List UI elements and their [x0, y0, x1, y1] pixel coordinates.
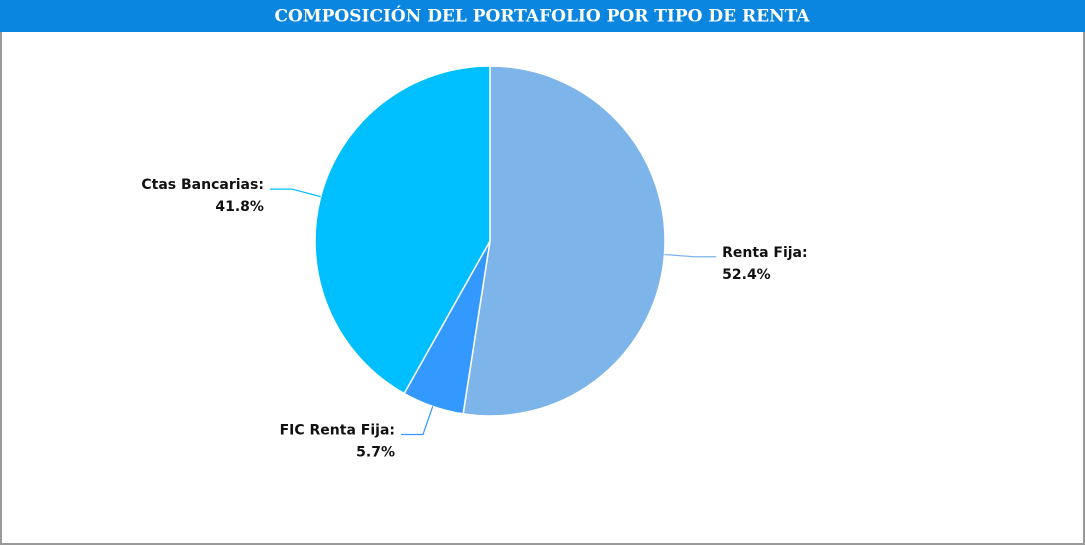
pie-slice: [314, 65, 491, 395]
leader-line: [664, 253, 717, 258]
pie-slice: [462, 65, 666, 417]
chart-title: COMPOSICIÓN DEL PORTAFOLIO POR TIPO DE R…: [274, 6, 810, 27]
leader-line: [401, 406, 434, 436]
slice-value-label: 41.8%: [215, 199, 264, 215]
slice-label: Renta Fija:: [722, 245, 807, 261]
slice-value-label: 52.4%: [722, 267, 771, 283]
slice-value-label: 5.7%: [356, 444, 395, 460]
leader-line: [269, 188, 321, 198]
slice-label: FIC Renta Fija:: [280, 422, 395, 438]
title-bar: [0, 0, 1085, 32]
slice-label: Ctas Bancarias:: [141, 177, 264, 193]
